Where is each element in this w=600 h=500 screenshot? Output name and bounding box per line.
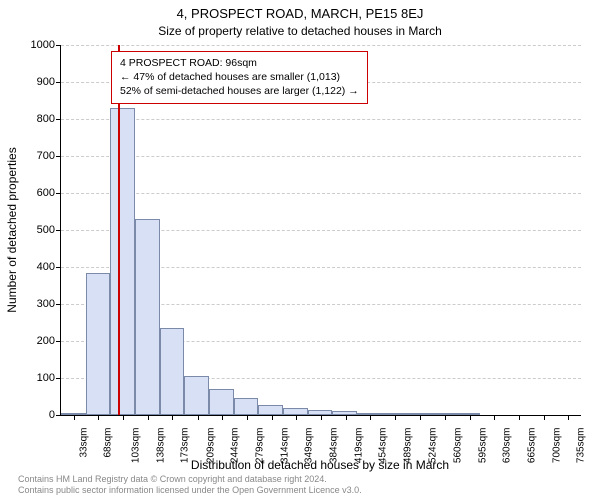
histogram-bar xyxy=(431,413,456,415)
histogram-bar xyxy=(209,389,234,415)
y-tick-mark xyxy=(56,45,61,46)
y-tick-label: 800 xyxy=(37,113,55,125)
histogram-bar xyxy=(308,410,333,415)
histogram-bar xyxy=(258,405,283,415)
chart-title-main: 4, PROSPECT ROAD, MARCH, PE15 8EJ xyxy=(0,6,600,21)
y-tick-mark xyxy=(56,193,61,194)
y-tick-mark xyxy=(56,415,61,416)
x-tick-mark xyxy=(296,415,297,420)
annotation-line: 4 PROSPECT ROAD: 96sqm xyxy=(120,56,359,70)
histogram-bar xyxy=(110,108,135,415)
annotation-line: 52% of semi-detached houses are larger (… xyxy=(120,84,359,98)
x-tick-mark xyxy=(74,415,75,420)
x-tick-mark xyxy=(395,415,396,420)
y-tick-label: 1000 xyxy=(31,39,55,51)
annotation-box: 4 PROSPECT ROAD: 96sqm← 47% of detached … xyxy=(111,51,368,104)
y-tick-mark xyxy=(56,230,61,231)
x-tick-label: 33sqm xyxy=(78,428,89,458)
y-axis-label: Number of detached properties xyxy=(5,147,19,312)
footer-line1: Contains HM Land Registry data © Crown c… xyxy=(18,474,362,485)
y-tick-label: 300 xyxy=(37,298,55,310)
plot-area: 4 PROSPECT ROAD: 96sqm← 47% of detached … xyxy=(60,45,581,416)
grid-line xyxy=(61,45,581,46)
footer-line2: Contains public sector information licen… xyxy=(18,485,362,496)
y-tick-mark xyxy=(56,304,61,305)
y-tick-mark xyxy=(56,267,61,268)
histogram-bar xyxy=(332,411,357,415)
x-tick-mark xyxy=(445,415,446,420)
x-tick-mark xyxy=(544,415,545,420)
x-tick-mark xyxy=(172,415,173,420)
y-tick-mark xyxy=(56,119,61,120)
y-tick-mark xyxy=(56,82,61,83)
x-axis-label: Distribution of detached houses by size … xyxy=(60,458,580,472)
x-tick-mark xyxy=(98,415,99,420)
y-tick-mark xyxy=(56,156,61,157)
x-tick-mark xyxy=(470,415,471,420)
chart-container: 4, PROSPECT ROAD, MARCH, PE15 8EJ Size o… xyxy=(0,0,600,500)
chart-title-sub: Size of property relative to detached ho… xyxy=(0,24,600,38)
y-tick-label: 400 xyxy=(37,261,55,273)
grid-line xyxy=(61,119,581,120)
histogram-bar xyxy=(234,398,259,415)
histogram-bar xyxy=(86,273,111,415)
x-tick-mark xyxy=(370,415,371,420)
x-tick-mark xyxy=(494,415,495,420)
footer-attribution: Contains HM Land Registry data © Crown c… xyxy=(18,474,362,496)
histogram-bar xyxy=(456,413,481,415)
histogram-bar xyxy=(184,376,209,415)
y-tick-label: 700 xyxy=(37,150,55,162)
y-tick-label: 500 xyxy=(37,224,55,236)
y-tick-label: 900 xyxy=(37,76,55,88)
grid-line xyxy=(61,193,581,194)
x-tick-mark xyxy=(123,415,124,420)
x-tick-mark xyxy=(198,415,199,420)
histogram-bar xyxy=(382,413,407,415)
x-tick-mark xyxy=(321,415,322,420)
x-tick-mark xyxy=(346,415,347,420)
y-tick-mark xyxy=(56,341,61,342)
x-tick-mark xyxy=(420,415,421,420)
y-tick-label: 600 xyxy=(37,187,55,199)
histogram-bar xyxy=(135,219,160,415)
x-tick-mark xyxy=(519,415,520,420)
x-tick-mark xyxy=(247,415,248,420)
histogram-bar xyxy=(406,413,431,415)
annotation-line: ← 47% of detached houses are smaller (1,… xyxy=(120,70,359,84)
histogram-bar xyxy=(283,408,308,415)
x-tick-mark xyxy=(222,415,223,420)
x-tick-label: 68sqm xyxy=(103,428,114,458)
y-tick-label: 0 xyxy=(49,409,55,421)
x-tick-mark xyxy=(272,415,273,420)
y-tick-label: 200 xyxy=(37,335,55,347)
grid-line xyxy=(61,156,581,157)
x-tick-mark xyxy=(148,415,149,420)
histogram-bar xyxy=(160,328,185,415)
y-tick-mark xyxy=(56,378,61,379)
y-tick-label: 100 xyxy=(37,372,55,384)
x-tick-mark xyxy=(568,415,569,420)
histogram-bar xyxy=(357,413,382,415)
